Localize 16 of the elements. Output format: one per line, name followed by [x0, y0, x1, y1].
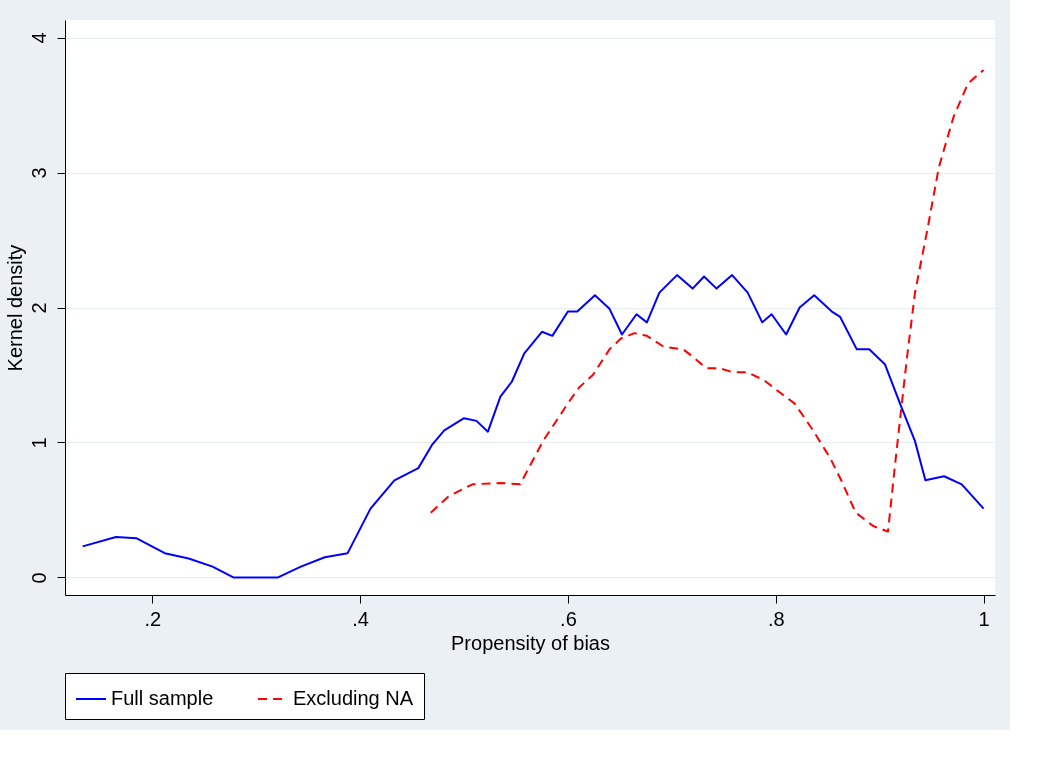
x-tick-label: .4 — [352, 607, 369, 630]
y-tick-label: 0 — [27, 572, 50, 584]
y-tick-label: 1 — [27, 437, 50, 449]
line-series — [81, 274, 985, 579]
x-tick-label: .6 — [560, 607, 577, 630]
y-tick-label: 3 — [27, 167, 50, 179]
x-tick-label: .8 — [767, 607, 785, 630]
x-tick-label: 1 — [978, 607, 990, 630]
y-axis-title: Kernel density — [3, 244, 26, 372]
y-tick-label: 4 — [27, 32, 50, 44]
line-series — [429, 68, 985, 533]
legend-label: Excluding NA — [293, 687, 414, 709]
x-tick-label: .2 — [144, 607, 162, 630]
y-tick-label: 2 — [27, 302, 50, 314]
x-axis-title: Propensity of bias — [451, 631, 610, 654]
legend-label: Full sample — [111, 687, 214, 709]
